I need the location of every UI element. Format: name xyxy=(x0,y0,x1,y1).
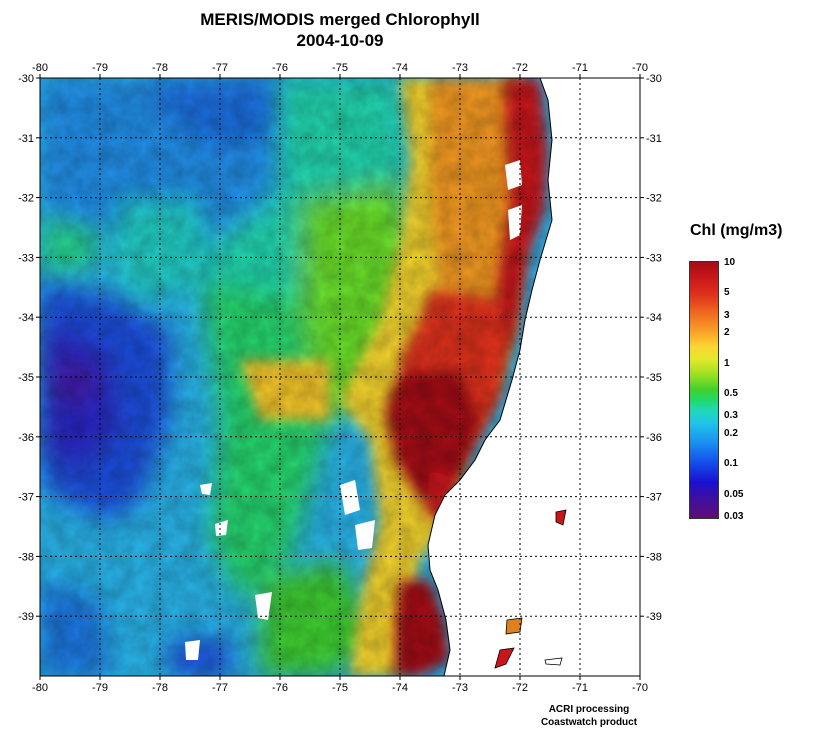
chart-date: 2004-10-09 xyxy=(296,31,384,50)
lon-tick-label-bottom: -80 xyxy=(32,682,48,694)
lon-tick-label-top: -76 xyxy=(272,62,288,74)
colorbar-label: 0.5 xyxy=(724,387,738,399)
lat-tick-label-right: -33 xyxy=(646,252,662,264)
lat-tick-label-left: -32 xyxy=(18,193,34,205)
lat-tick-label-left: -38 xyxy=(18,551,34,563)
lon-tick-label-bottom: -71 xyxy=(572,682,588,694)
credit-processing: ACRI processing xyxy=(548,704,630,715)
lon-tick-label-bottom: -73 xyxy=(452,682,468,694)
colorbar-label: 10 xyxy=(724,257,736,268)
island xyxy=(544,657,563,666)
lon-tick-label-bottom: -78 xyxy=(152,682,168,694)
lon-tick-label-top: -71 xyxy=(572,62,588,74)
lon-tick-label-bottom: -76 xyxy=(272,682,288,694)
colorbar-label: 2 xyxy=(724,327,730,339)
lon-tick-label-top: -78 xyxy=(152,62,168,74)
no-data-patches xyxy=(185,160,522,660)
colorbar-label: 5 xyxy=(724,287,730,299)
lon-tick-label-top: -79 xyxy=(92,62,108,74)
lon-tick-label-top: -73 xyxy=(452,62,468,74)
lat-tick-label-right: -32 xyxy=(646,193,662,205)
chart-title: MERIS/MODIS merged Chlorophyll xyxy=(200,10,480,29)
lon-tick-label-bottom: -74 xyxy=(392,682,408,694)
axis-ticks: -80 -80 -79 -79 -78 -78 -77 -77 -76 -76 -75 -75 -74 -… xyxy=(18,62,662,694)
lat-tick-label-left: -37 xyxy=(18,492,34,504)
island xyxy=(505,617,523,635)
colorbar-label: 1 xyxy=(724,357,730,369)
colorbar-label: 3 xyxy=(724,309,730,321)
lon-tick-label-bottom: -79 xyxy=(92,682,108,694)
colorbar xyxy=(689,261,719,519)
lat-tick-label-right: -35 xyxy=(646,372,662,384)
lat-tick-label-right: -36 xyxy=(646,432,662,444)
island xyxy=(555,509,567,526)
credit-product: Coastwatch product xyxy=(540,717,638,728)
lat-tick-label-right: -39 xyxy=(646,611,662,623)
lat-tick-label-right: -37 xyxy=(646,492,662,504)
lon-tick-label-top: -72 xyxy=(512,62,528,74)
lat-tick-label-right: -34 xyxy=(646,312,662,324)
lon-tick-label-bottom: -75 xyxy=(332,682,348,694)
lon-tick-label-top: -75 xyxy=(332,62,348,74)
island xyxy=(494,647,515,669)
lon-tick-label-top: -70 xyxy=(632,62,648,74)
colorbar-title: Chl (mg/m3) xyxy=(690,222,783,239)
lon-tick-label-top: -74 xyxy=(392,62,408,74)
lat-tick-label-right: -38 xyxy=(646,551,662,563)
lat-tick-label-left: -31 xyxy=(18,133,34,145)
colorbar-label: 0.1 xyxy=(724,458,738,470)
chlorophyll-field xyxy=(40,78,640,676)
lat-tick-label-left: -36 xyxy=(18,432,34,444)
lon-tick-label-bottom: -70 xyxy=(632,682,648,694)
colorbar-label: 0.3 xyxy=(724,410,738,422)
colorbar-label: 0.03 xyxy=(724,511,744,522)
lon-tick-label-bottom: -77 xyxy=(212,682,228,694)
land-mass xyxy=(427,78,640,676)
lon-tick-label-bottom: -72 xyxy=(512,682,528,694)
lon-tick-label-top: -80 xyxy=(32,62,48,74)
lat-tick-label-left: -39 xyxy=(18,611,34,623)
grid-lines xyxy=(40,78,640,676)
lat-tick-label-left: -34 xyxy=(18,312,34,324)
lat-tick-label-left: -33 xyxy=(18,252,34,264)
colorbar-label: 0.05 xyxy=(724,488,744,500)
lat-tick-label-left: -30 xyxy=(18,73,34,85)
lat-tick-label-left: -35 xyxy=(18,372,34,384)
lon-tick-label-top: -77 xyxy=(212,62,228,74)
colorbar-label: 0.2 xyxy=(724,428,738,440)
lat-tick-label-right: -30 xyxy=(646,73,662,85)
lat-tick-label-right: -31 xyxy=(646,133,662,145)
